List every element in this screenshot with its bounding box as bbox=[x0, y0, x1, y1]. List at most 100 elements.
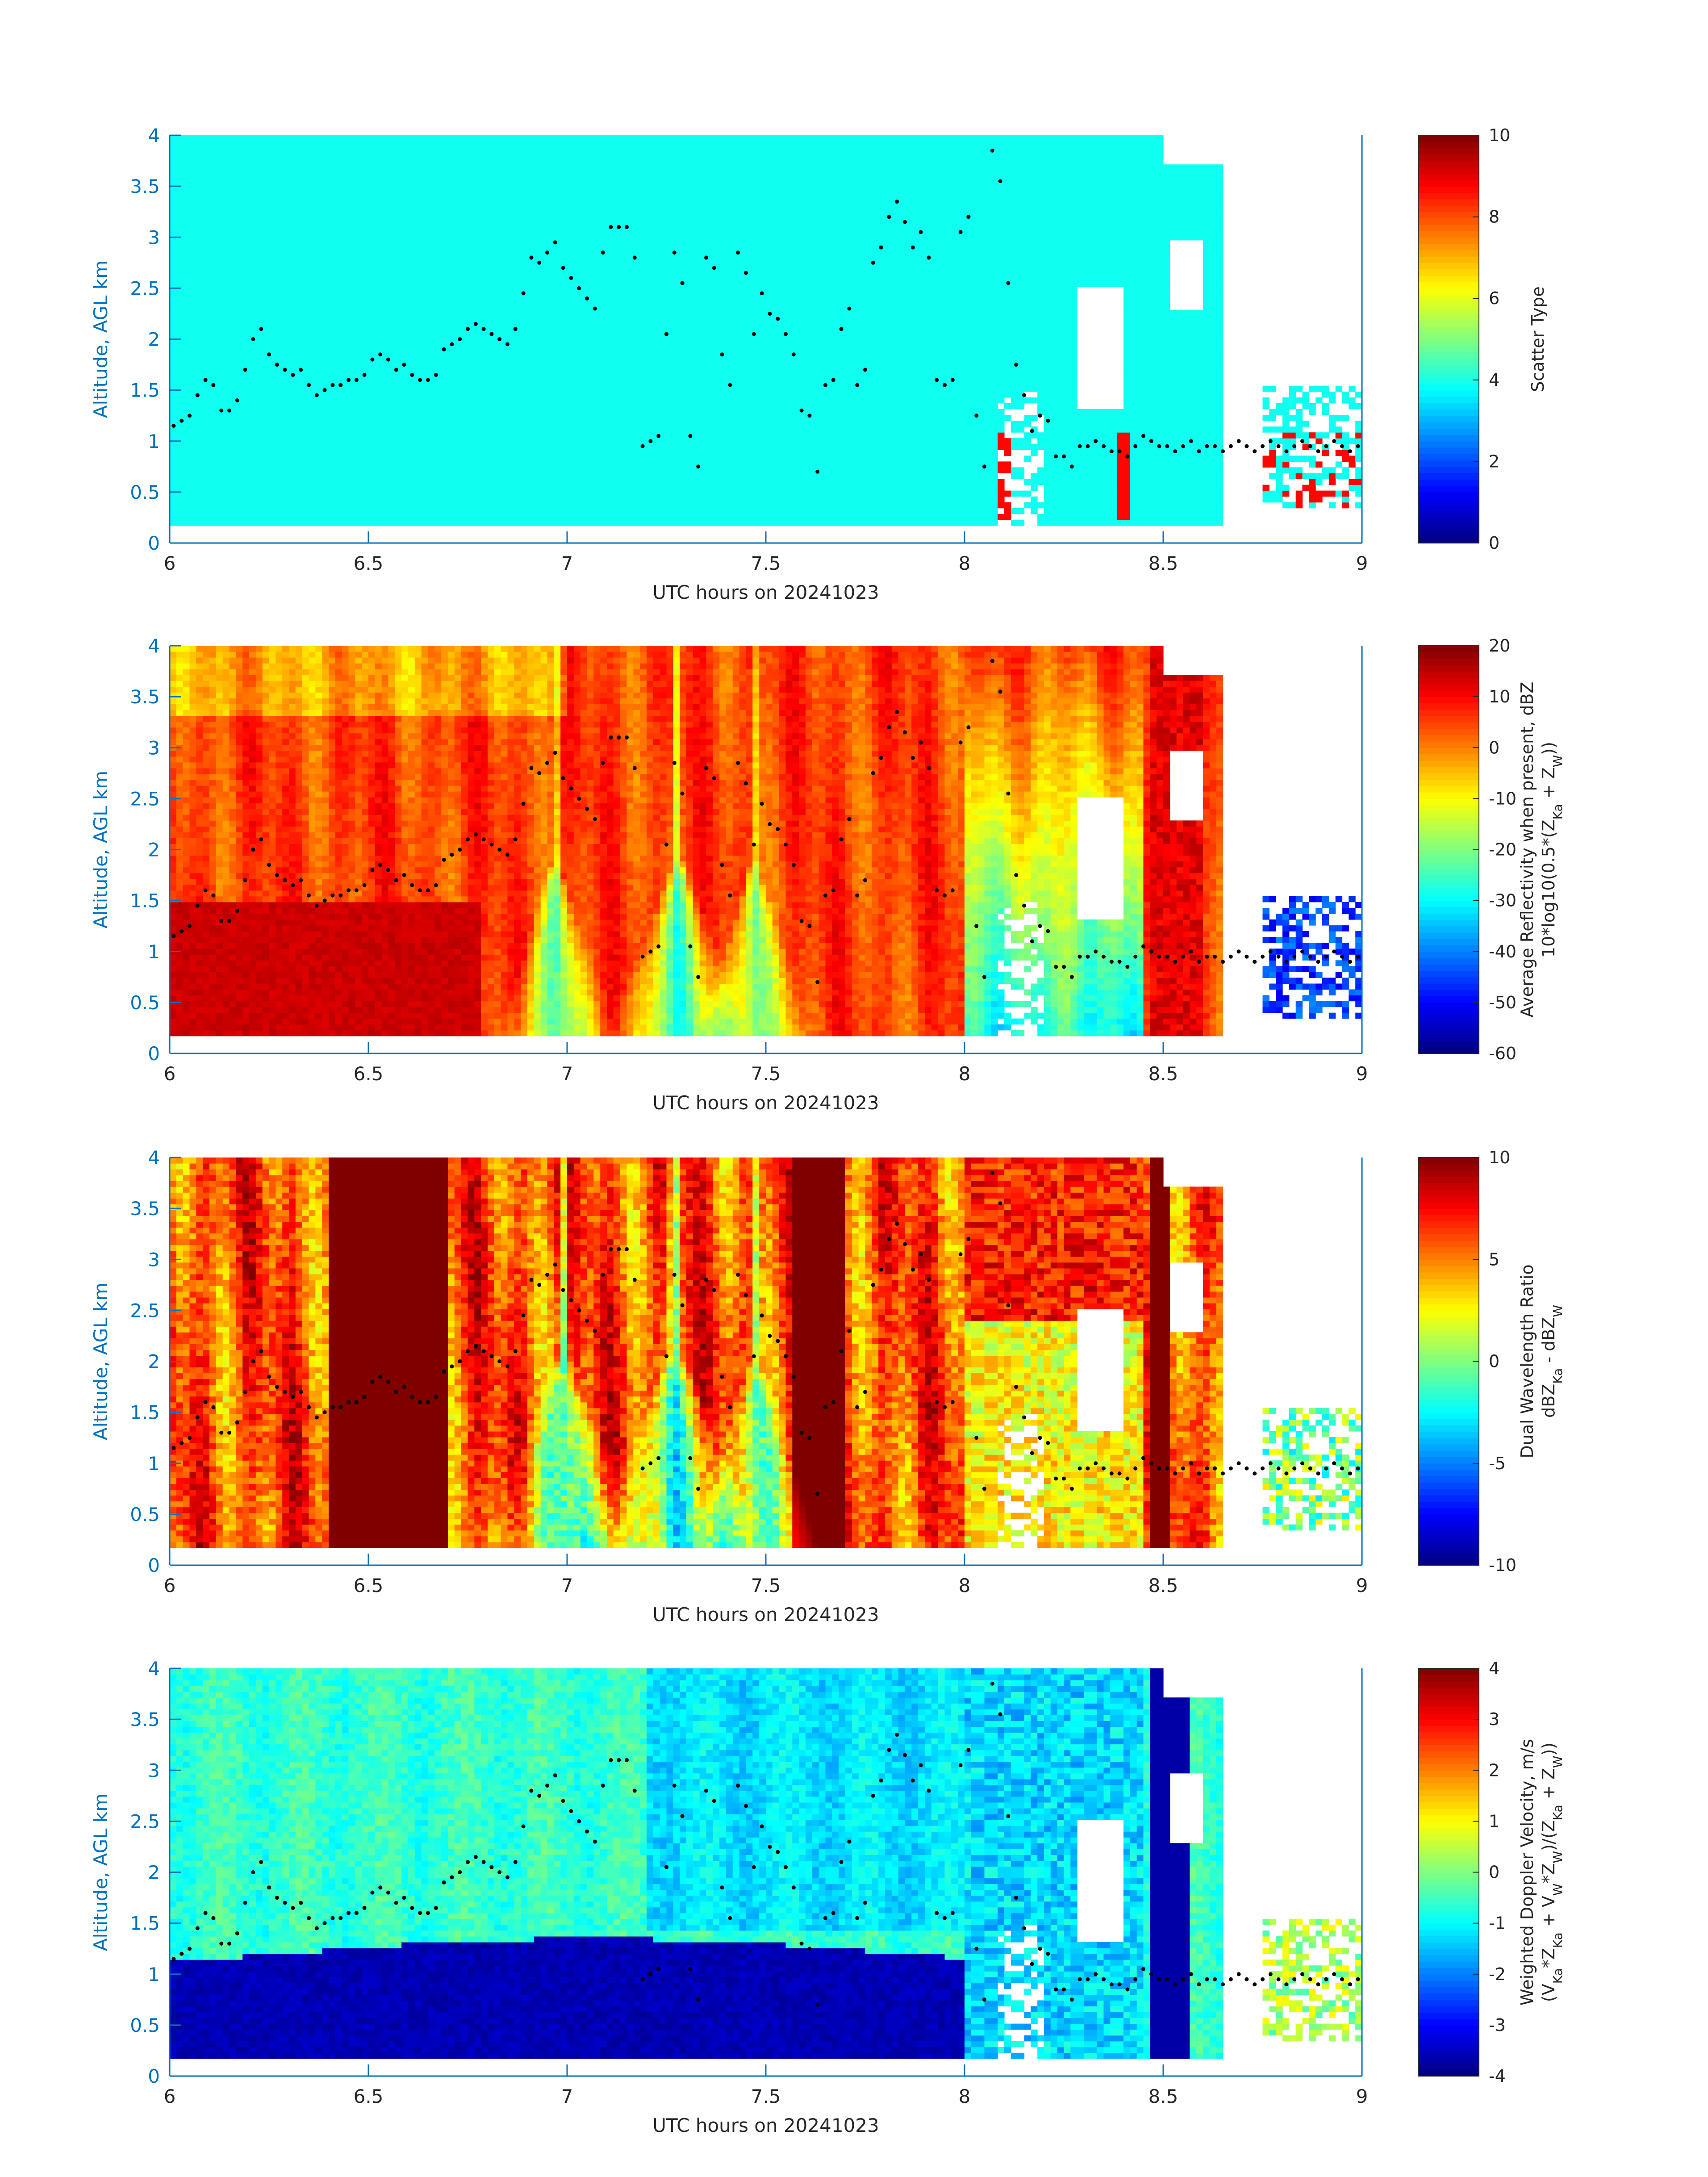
heatmap-cell bbox=[527, 304, 535, 310]
heatmap-cell bbox=[329, 322, 336, 328]
heatmap-cell bbox=[381, 234, 389, 241]
heatmap-cell bbox=[507, 159, 514, 165]
heatmap-cell bbox=[547, 310, 554, 316]
heatmap-cell bbox=[381, 421, 389, 427]
heatmap-cell bbox=[196, 263, 203, 270]
heatmap-cell bbox=[613, 199, 621, 206]
heatmap-cell bbox=[289, 467, 296, 473]
heatmap-cell bbox=[468, 362, 475, 369]
heatmap-cell bbox=[461, 246, 468, 252]
heatmap-cell bbox=[368, 362, 376, 369]
heatmap-cell bbox=[593, 432, 601, 439]
heatmap-cell bbox=[309, 444, 316, 450]
heatmap-cell bbox=[342, 397, 349, 404]
heatmap-cell bbox=[381, 159, 389, 165]
heatmap-cell bbox=[481, 444, 488, 450]
heatmap-cell bbox=[295, 153, 303, 159]
heatmap-cell bbox=[203, 269, 210, 276]
heatmap-cell bbox=[249, 391, 256, 398]
heatmap-cell bbox=[481, 164, 488, 171]
heatmap-cell bbox=[547, 211, 554, 217]
heatmap-cell bbox=[282, 415, 289, 421]
heatmap-cell bbox=[481, 275, 488, 281]
heatmap-cell bbox=[474, 391, 481, 398]
heatmap-cell bbox=[527, 275, 535, 281]
heatmap-cell bbox=[388, 485, 395, 491]
heatmap-cell bbox=[255, 397, 263, 404]
heatmap-cell bbox=[567, 147, 574, 153]
heatmap-cell bbox=[640, 269, 647, 276]
heatmap-cell bbox=[236, 257, 243, 264]
heatmap-cell bbox=[381, 502, 389, 509]
heatmap-cell bbox=[488, 362, 495, 369]
heatmap-cell bbox=[567, 467, 574, 473]
heatmap-cell bbox=[468, 455, 475, 462]
heatmap-cell bbox=[249, 322, 256, 328]
heatmap-cell bbox=[222, 351, 230, 357]
heatmap-cell bbox=[507, 368, 514, 375]
heatmap-cell bbox=[481, 426, 488, 433]
heatmap-cell bbox=[229, 316, 236, 322]
heatmap-cell bbox=[468, 182, 475, 188]
heatmap-cell bbox=[381, 380, 389, 386]
heatmap-cell bbox=[613, 473, 621, 480]
heatmap-cell bbox=[335, 508, 342, 514]
heatmap-cell bbox=[488, 496, 495, 503]
heatmap-cell bbox=[196, 310, 203, 316]
heatmap-cell bbox=[567, 455, 574, 462]
heatmap-cell bbox=[514, 473, 521, 480]
heatmap-cell bbox=[388, 182, 395, 188]
heatmap-cell bbox=[282, 345, 289, 351]
heatmap-cell bbox=[395, 310, 402, 316]
heatmap-cell bbox=[448, 281, 455, 287]
heatmap-cell bbox=[388, 199, 395, 206]
heatmap-cell bbox=[494, 176, 501, 182]
heatmap-cell bbox=[276, 141, 283, 147]
heatmap-cell bbox=[216, 485, 223, 491]
heatmap-cell bbox=[507, 391, 514, 398]
heatmap-cell bbox=[507, 182, 514, 188]
heatmap-cell bbox=[488, 292, 495, 299]
heatmap-cell bbox=[276, 490, 283, 497]
heatmap-cell bbox=[362, 298, 369, 305]
heatmap-cell bbox=[408, 473, 415, 480]
heatmap-cell bbox=[262, 444, 270, 450]
heatmap-cell bbox=[276, 333, 283, 340]
heatmap-cell bbox=[600, 380, 607, 386]
heatmap-cell bbox=[249, 205, 256, 212]
heatmap-cell bbox=[381, 473, 389, 480]
heatmap-cell bbox=[170, 356, 177, 363]
heatmap-cell bbox=[501, 450, 508, 456]
heatmap-cell bbox=[454, 246, 462, 252]
heatmap-cell bbox=[660, 438, 667, 444]
heatmap-cell bbox=[647, 374, 654, 380]
heatmap-cell bbox=[408, 502, 415, 509]
heatmap-cell bbox=[593, 444, 601, 450]
heatmap-cell bbox=[322, 333, 329, 340]
heatmap-cell bbox=[441, 485, 448, 491]
heatmap-cell bbox=[335, 409, 342, 415]
heatmap-cell bbox=[355, 246, 362, 252]
heatmap-cell bbox=[461, 147, 468, 153]
heatmap-cell bbox=[309, 362, 316, 369]
heatmap-cell bbox=[222, 199, 230, 206]
heatmap-cell bbox=[587, 339, 594, 346]
heatmap-cell bbox=[626, 374, 634, 380]
heatmap-cell bbox=[196, 519, 203, 526]
heatmap-cell bbox=[580, 135, 588, 142]
heatmap-cell bbox=[647, 246, 654, 252]
heatmap-cell bbox=[401, 391, 409, 398]
heatmap-cell bbox=[534, 228, 541, 235]
heatmap-cell bbox=[573, 292, 581, 299]
heatmap-cell bbox=[547, 159, 554, 165]
heatmap-cell bbox=[381, 246, 389, 252]
heatmap-cell bbox=[521, 170, 528, 176]
heatmap-cell bbox=[408, 479, 415, 485]
heatmap-cell bbox=[375, 188, 382, 194]
heatmap-cell bbox=[282, 176, 289, 182]
heatmap-cell bbox=[461, 490, 468, 497]
heatmap-cell bbox=[375, 193, 382, 200]
heatmap-cell bbox=[203, 246, 210, 252]
heatmap-cell bbox=[620, 455, 627, 462]
heatmap-cell bbox=[329, 368, 336, 375]
